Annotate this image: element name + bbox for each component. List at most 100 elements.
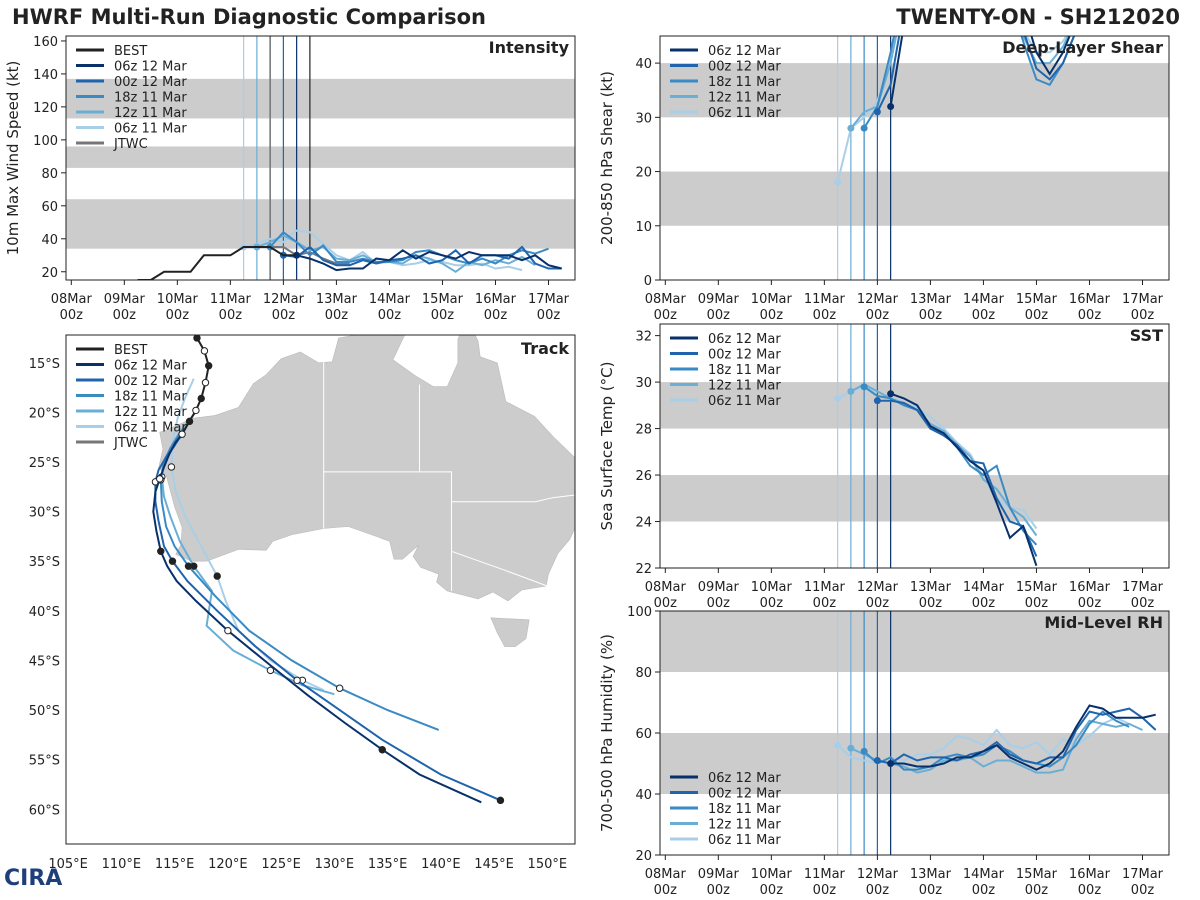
x-tick-label: 16Mar xyxy=(1069,867,1111,882)
x-tick-label: 00z xyxy=(1078,883,1102,898)
x-tick-label: 00z xyxy=(866,308,890,323)
x-tick-label: 00z xyxy=(972,308,996,323)
lon-tick-label: 110°E xyxy=(102,857,142,872)
best-track-point xyxy=(192,406,200,415)
legend-label: 12z 11 Mar xyxy=(708,818,781,833)
x-tick-label: 16Mar xyxy=(1069,580,1111,595)
y-tick-label: 40 xyxy=(41,233,58,248)
panel-intensity: 2040608010012014016008Mar00z09Mar00z10Ma… xyxy=(4,35,576,323)
axes-frame xyxy=(65,334,576,845)
x-tick-label: 00z xyxy=(919,308,943,323)
x-tick-label: 00z xyxy=(866,883,890,898)
x-tick-label: 00z xyxy=(431,308,455,323)
track-day-marker xyxy=(156,475,164,483)
x-tick-label: 13Mar xyxy=(910,580,952,595)
best-track-point xyxy=(178,430,186,438)
axes-frame xyxy=(65,35,576,281)
series-start-marker xyxy=(834,741,842,749)
series-line xyxy=(837,385,1038,530)
track-day-marker xyxy=(266,666,275,675)
panel-sst: 22242628303208Mar00z09Mar00z10Mar00z11Ma… xyxy=(598,323,1170,611)
lat-tick-label: 25°S xyxy=(29,456,60,471)
series-start-marker xyxy=(873,397,881,405)
y-tick-label: 30 xyxy=(635,111,652,126)
series-start-marker xyxy=(873,108,881,116)
y-tick-label: 10 xyxy=(635,220,652,235)
series-line xyxy=(137,246,297,280)
x-tick-label: 15Mar xyxy=(1016,580,1058,595)
x-tick-label: 13Mar xyxy=(910,292,952,307)
legend-label: 06z 11 Mar xyxy=(708,833,781,848)
legend-label: 18z 11 Mar xyxy=(114,390,187,405)
legend-label: 06z 12 Mar xyxy=(708,332,781,347)
storm-id-title: TWENTY-ON - SH212020 xyxy=(896,5,1180,29)
lon-tick-label: 150°E xyxy=(528,857,568,872)
series-line xyxy=(256,234,536,274)
legend-label: JTWC xyxy=(113,436,148,451)
x-tick-label: 00z xyxy=(113,308,137,323)
threshold-band xyxy=(660,171,1169,226)
x-tick-label: 08Mar xyxy=(645,867,687,882)
x-tick-label: 12Mar xyxy=(857,867,899,882)
x-tick-label: 00z xyxy=(1078,596,1102,611)
series-line xyxy=(850,36,1070,129)
series-start-marker xyxy=(860,383,868,391)
x-tick-label: 09Mar xyxy=(698,867,740,882)
x-tick-label: 11Mar xyxy=(210,292,252,307)
legend-label: 18z 11 Mar xyxy=(708,363,781,378)
y-tick-label: 20 xyxy=(635,166,652,181)
plot-area xyxy=(660,324,1169,568)
x-tick-label: 12Mar xyxy=(857,292,899,307)
legend-label: 06z 12 Mar xyxy=(708,44,781,59)
legend-label: 06z 11 Mar xyxy=(114,421,187,436)
lat-tick-label: 60°S xyxy=(29,803,60,818)
series-line xyxy=(889,36,1071,107)
panel-rh: 2040608010008Mar00z09Mar00z10Mar00z11Mar… xyxy=(598,605,1170,898)
lon-tick-label: 115°E xyxy=(155,857,195,872)
y-tick-label: 80 xyxy=(41,167,58,182)
series-start-marker xyxy=(847,124,855,132)
lat-tick-label: 40°S xyxy=(29,605,60,620)
series-start-marker xyxy=(873,756,881,764)
panel-shear: 01020304008Mar00z09Mar00z10Mar00z11Mar00… xyxy=(598,35,1170,323)
y-tick-label: 0 xyxy=(644,274,652,289)
legend-label: 06z 11 Mar xyxy=(708,394,781,409)
y-tick-label: 24 xyxy=(635,516,652,531)
x-tick-label: 15Mar xyxy=(1016,292,1058,307)
x-tick-label: 00z xyxy=(1078,308,1102,323)
x-tick-label: 10Mar xyxy=(157,292,199,307)
series-group xyxy=(137,229,562,280)
x-tick-label: 00z xyxy=(707,883,731,898)
x-tick-label: 00z xyxy=(760,308,784,323)
y-tick-label: 22 xyxy=(635,562,652,577)
panel-track: 105°E 110°E 115°E 120°E 125°E 130°E 135°E 140°E… xyxy=(29,334,576,872)
track-day-marker xyxy=(184,562,193,570)
legend-label: 12z 11 Mar xyxy=(114,405,187,420)
track-day-marker xyxy=(378,746,386,754)
threshold-band xyxy=(660,63,1169,118)
series-group xyxy=(834,383,1038,567)
x-tick-label: 14Mar xyxy=(369,292,411,307)
y-tick-label: 28 xyxy=(635,423,652,438)
track-day-marker xyxy=(213,572,221,580)
axes-frame xyxy=(659,35,1170,281)
y-tick-label: 20 xyxy=(635,849,652,864)
x-tick-label: 17Mar xyxy=(1122,292,1164,307)
lat-tick-label: 50°S xyxy=(29,704,60,719)
legend-label: BEST xyxy=(114,343,147,358)
y-tick-label: 120 xyxy=(33,101,58,116)
x-tick-label: 00z xyxy=(1131,308,1155,323)
x-tick-label: 08Mar xyxy=(645,580,687,595)
x-tick-label: 16Mar xyxy=(1069,292,1111,307)
x-tick-label: 10Mar xyxy=(751,580,793,595)
x-tick-label: 00z xyxy=(866,596,890,611)
y-axis-label: 700-500 hPa Humidity (%) xyxy=(598,634,616,832)
lat-tick-label: 55°S xyxy=(29,754,60,769)
x-tick-label: 00z xyxy=(707,596,731,611)
lat-tick-label: 15°S xyxy=(29,357,60,372)
x-tick-label: 10Mar xyxy=(751,292,793,307)
best-track-point xyxy=(197,394,205,403)
x-tick-label: 11Mar xyxy=(804,580,846,595)
x-tick-label: 00z xyxy=(325,308,349,323)
